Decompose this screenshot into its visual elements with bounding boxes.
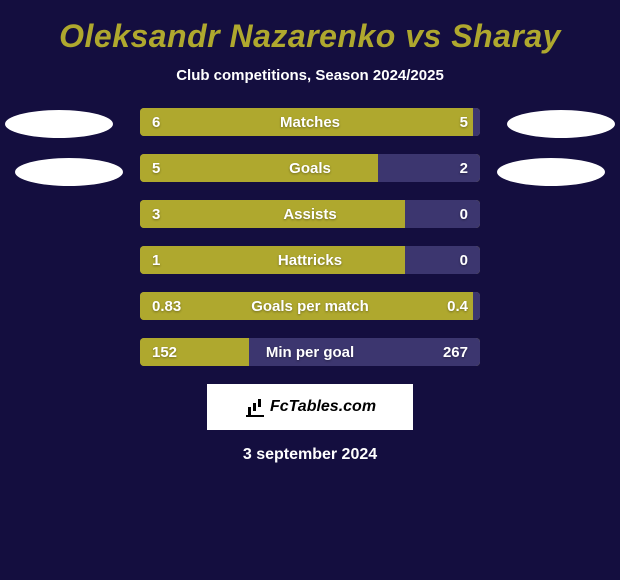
- bar-chart-icon: [244, 397, 266, 417]
- stat-label: Matches: [140, 108, 480, 136]
- branding-badge: FcTables.com: [207, 384, 413, 430]
- stat-value-right: 267: [443, 338, 468, 366]
- stat-label: Hattricks: [140, 246, 480, 274]
- stat-value-right: 0.4: [447, 292, 468, 320]
- stat-row: Goals per match0.83 0.4: [140, 292, 480, 320]
- date-label: 3 september 2024: [0, 446, 620, 464]
- stat-row: Assists3 0: [140, 200, 480, 228]
- stat-label: Assists: [140, 200, 480, 228]
- team-left-logo-placeholder: [15, 158, 123, 186]
- stat-row: Matches6 5: [140, 108, 480, 136]
- stat-row: Min per goal152 267: [140, 338, 480, 366]
- stat-bars: Matches65Goals52Assists30Hattricks10Goal…: [140, 108, 480, 366]
- subtitle: Club competitions, Season 2024/2025: [0, 67, 620, 84]
- stat-value-right: 2: [460, 154, 468, 182]
- player-right-photo-placeholder: [507, 110, 615, 138]
- stat-value-left: 0.83: [152, 292, 181, 320]
- player-left-photo-placeholder: [5, 110, 113, 138]
- stat-row: Hattricks1 0: [140, 246, 480, 274]
- stat-value-right: 0: [460, 246, 468, 274]
- stat-label: Min per goal: [140, 338, 480, 366]
- stat-value-left: 6: [152, 108, 160, 136]
- stat-value-right: 0: [460, 200, 468, 228]
- stat-label: Goals: [140, 154, 480, 182]
- stat-value-left: 3: [152, 200, 160, 228]
- team-right-logo-placeholder: [497, 158, 605, 186]
- stat-value-left: 152: [152, 338, 177, 366]
- comparison-infographic: Oleksandr Nazarenko vs Sharay Club compe…: [0, 0, 620, 580]
- page-title: Oleksandr Nazarenko vs Sharay: [0, 18, 620, 55]
- chart-area: Matches65Goals52Assists30Hattricks10Goal…: [0, 108, 620, 366]
- stat-value-right: 5: [460, 108, 468, 136]
- stat-value-left: 1: [152, 246, 160, 274]
- stat-label: Goals per match: [140, 292, 480, 320]
- stat-value-left: 5: [152, 154, 160, 182]
- stat-row: Goals5 2: [140, 154, 480, 182]
- branding-text: FcTables.com: [270, 398, 376, 416]
